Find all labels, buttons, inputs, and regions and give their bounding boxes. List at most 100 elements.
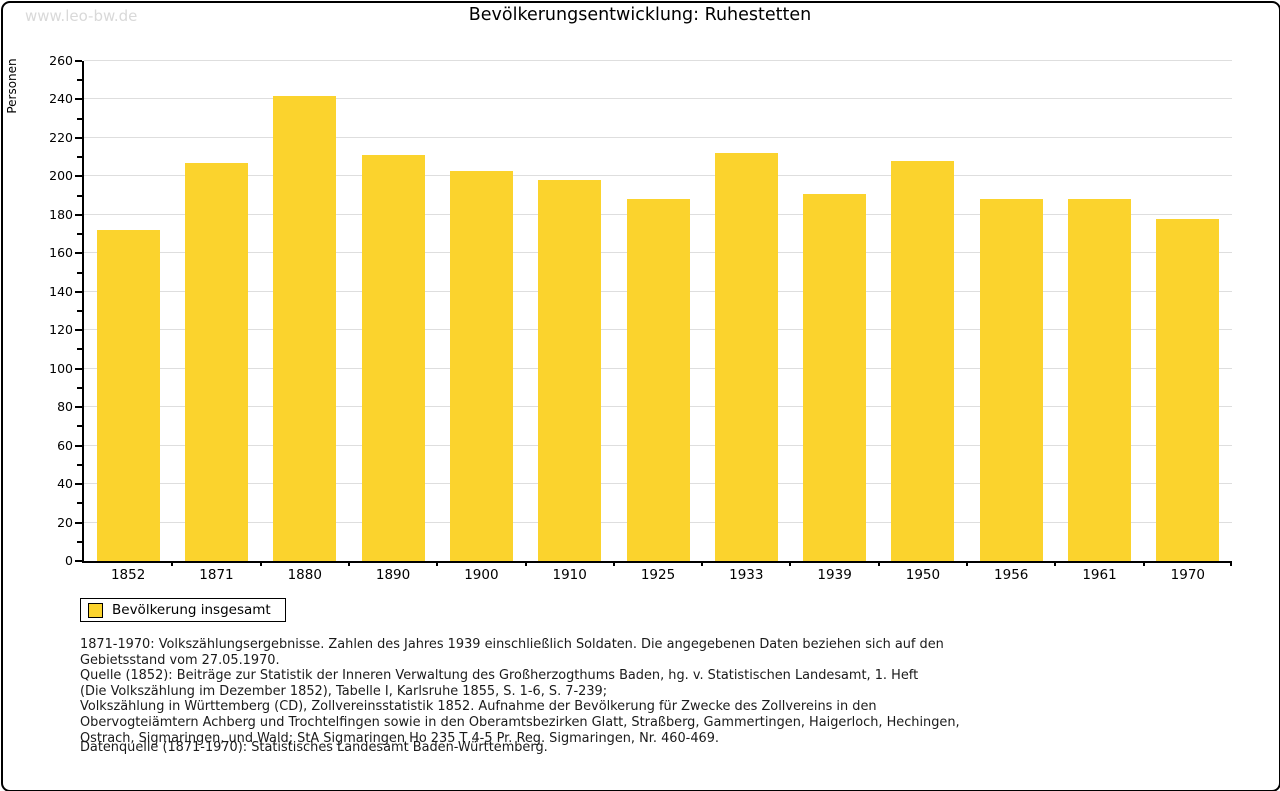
y-axis-minor-tick (77, 271, 82, 274)
y-axis-major-tick (75, 560, 82, 562)
x-axis-tick (259, 561, 262, 566)
y-axis-minor-tick (77, 463, 82, 466)
legend: Bevölkerung insgesamt (80, 598, 286, 622)
x-axis-tick-label: 1871 (199, 567, 234, 583)
bar-1939 (803, 193, 867, 561)
y-axis-major-tick (75, 252, 82, 255)
y-axis-tick-label: 80 (57, 399, 73, 415)
y-axis-major-tick (75, 175, 82, 178)
x-axis-tick (701, 561, 704, 566)
footer-line: Obervogteiämtern Achberg und Trochtelfin… (80, 714, 960, 730)
bar-1925 (626, 199, 690, 561)
x-axis-tick-label: 1910 (552, 567, 587, 583)
y-axis-tick-label: 180 (49, 206, 73, 222)
x-axis-tick-label: 1852 (110, 567, 146, 583)
x-axis-tick (612, 561, 615, 566)
bar-1961 (1068, 199, 1132, 561)
y-axis-minor-tick (77, 194, 82, 197)
y-axis-tick-label: 140 (49, 283, 73, 299)
y-axis-minor-tick (77, 233, 82, 236)
y-gridline (84, 60, 1232, 61)
legend-swatch-icon (88, 602, 103, 618)
y-axis-major-tick (75, 483, 82, 486)
y-gridline (84, 98, 1232, 100)
footer-line: Quelle (1852): Beiträge zur Statistik de… (80, 668, 919, 684)
x-axis-tick (171, 561, 174, 566)
y-axis-major-tick (75, 136, 82, 139)
y-axis-tick-label: 240 (49, 91, 73, 107)
x-axis-tick (436, 561, 439, 566)
y-axis-tick-label: 200 (49, 168, 73, 184)
x-axis-tick-label: 1956 (994, 567, 1029, 583)
x-axis-tick (347, 561, 350, 566)
y-axis-major-tick (75, 406, 82, 409)
x-axis-tick-label: 1933 (729, 567, 764, 583)
y-axis-tick-label: 40 (57, 476, 73, 492)
y-axis-tick-label: 120 (49, 322, 73, 338)
y-axis-major-tick (75, 60, 82, 62)
x-axis-tick (789, 561, 792, 566)
y-axis-tick-label: 100 (49, 360, 73, 376)
y-axis-minor-tick (77, 386, 82, 389)
x-axis-tick-label: 1961 (1082, 567, 1117, 583)
x-axis-tick-label: 1925 (640, 567, 676, 583)
bar-1880 (273, 95, 337, 561)
y-axis-major-tick (75, 444, 82, 447)
y-axis-minor-tick (77, 310, 82, 312)
legend-label: Bevölkerung insgesamt (112, 602, 271, 618)
footer-line: Ostrach, Sigmaringen, und Wald; StA Sigm… (80, 730, 720, 746)
bar-1956 (979, 199, 1043, 561)
y-axis-minor-tick (77, 79, 82, 82)
bar-1852 (96, 230, 160, 561)
y-gridline (84, 175, 1232, 177)
y-axis-tick-label: 160 (49, 245, 73, 261)
y-axis-minor-tick (77, 348, 82, 351)
y-axis-title: Personen (5, 58, 19, 114)
x-axis-end-tick (1230, 561, 1232, 566)
y-axis-major-tick (75, 329, 82, 332)
y-axis-major-tick (75, 290, 82, 293)
x-axis-tick-label: 1950 (905, 567, 941, 583)
y-gridline (84, 136, 1232, 138)
bar-1900 (449, 170, 513, 561)
x-axis-tick (877, 561, 880, 566)
y-axis-minor-tick (77, 425, 82, 428)
footer-line: 1871-1970: Volkszählungsergebnisse. Zahl… (80, 637, 944, 652)
footer-line: Gebietsstand vom 27.05.1970. (80, 652, 280, 668)
bar-1890 (361, 155, 425, 561)
y-axis-tick-label: 0 (65, 553, 73, 568)
x-axis-tick (1142, 561, 1145, 566)
x-axis-tick (1054, 561, 1057, 566)
y-axis-tick-label: 20 (57, 514, 73, 530)
x-axis-tick-label: 1970 (1170, 567, 1206, 583)
y-axis-tick-label: 60 (57, 437, 73, 453)
bar-1950 (891, 161, 955, 561)
y-axis-tick-label: 260 (49, 53, 73, 68)
y-axis-minor-tick (77, 502, 82, 505)
y-axis-major-tick (75, 98, 82, 101)
bar-1970 (1156, 218, 1220, 561)
chart-title: Bevölkerungsentwicklung: Ruhestetten (468, 5, 812, 25)
x-axis-tick (524, 561, 527, 566)
watermark: www.leo-bw.de (25, 7, 138, 25)
x-axis-tick-label: 1900 (464, 567, 499, 583)
x-axis-tick-label: 1890 (375, 567, 411, 583)
x-axis-tick-label: 1939 (817, 567, 852, 583)
footer-notes: 1871-1970: Volkszählungsergebnisse. Zahl… (80, 637, 1240, 746)
bar-1933 (714, 153, 778, 561)
y-axis-minor-tick (77, 540, 82, 543)
x-axis-tick-label: 1880 (287, 567, 322, 583)
y-axis-major-tick (75, 521, 82, 524)
bar-1910 (538, 180, 602, 561)
bar-1871 (184, 162, 248, 561)
x-axis-tick (966, 561, 969, 566)
y-axis-major-tick (75, 213, 82, 216)
y-axis-major-tick (75, 367, 82, 370)
footer-datasource: Datenquelle (1871-1970): Statistisches L… (80, 740, 548, 755)
y-axis-minor-tick (77, 156, 82, 159)
footer-line: Volkszählung in Württemberg (CD), Zollve… (80, 699, 877, 715)
footer-line: (Die Volkszählung im Dezember 1852), Tab… (80, 683, 608, 699)
y-axis-minor-tick (77, 117, 82, 120)
y-axis-tick-label: 220 (49, 129, 73, 145)
